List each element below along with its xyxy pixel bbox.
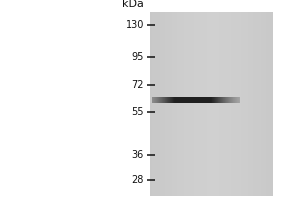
Bar bbox=[234, 12, 236, 196]
Bar bbox=[268, 12, 271, 196]
Bar bbox=[246, 12, 248, 196]
Bar bbox=[172, 12, 175, 196]
Bar bbox=[229, 12, 231, 196]
Bar bbox=[184, 12, 187, 196]
Bar bbox=[214, 12, 216, 196]
Bar bbox=[187, 12, 189, 196]
Bar bbox=[158, 12, 160, 196]
Bar bbox=[192, 12, 194, 196]
Bar bbox=[207, 12, 209, 196]
Bar bbox=[162, 12, 165, 196]
Bar bbox=[224, 12, 226, 196]
Bar bbox=[258, 12, 261, 196]
Text: 55: 55 bbox=[131, 107, 144, 117]
Text: kDa: kDa bbox=[122, 0, 144, 9]
Text: 36: 36 bbox=[132, 150, 144, 160]
Bar bbox=[266, 12, 268, 196]
Bar bbox=[271, 12, 273, 196]
Bar bbox=[221, 12, 224, 196]
Bar bbox=[263, 12, 266, 196]
Text: 72: 72 bbox=[131, 80, 144, 90]
Bar bbox=[197, 12, 199, 196]
Bar bbox=[182, 12, 184, 196]
Bar bbox=[241, 12, 244, 196]
Text: 130: 130 bbox=[126, 20, 144, 30]
Bar bbox=[261, 12, 263, 196]
Bar bbox=[177, 12, 179, 196]
Text: 28: 28 bbox=[132, 175, 144, 185]
Bar bbox=[179, 12, 182, 196]
Bar bbox=[167, 12, 170, 196]
Bar bbox=[155, 12, 158, 196]
Bar bbox=[189, 12, 192, 196]
Bar bbox=[251, 12, 253, 196]
Bar bbox=[253, 12, 256, 196]
Bar bbox=[236, 12, 239, 196]
Bar bbox=[238, 12, 241, 196]
Bar bbox=[226, 12, 229, 196]
Bar bbox=[150, 12, 152, 196]
Bar bbox=[165, 12, 167, 196]
Bar bbox=[150, 12, 273, 196]
Bar bbox=[231, 12, 234, 196]
Bar bbox=[212, 12, 214, 196]
Bar bbox=[194, 12, 197, 196]
Bar bbox=[199, 12, 202, 196]
Bar bbox=[202, 12, 204, 196]
Bar bbox=[160, 12, 162, 196]
Bar bbox=[244, 12, 246, 196]
Bar bbox=[248, 12, 251, 196]
Bar bbox=[170, 12, 172, 196]
Bar bbox=[152, 12, 155, 196]
Bar bbox=[219, 12, 221, 196]
Bar bbox=[256, 12, 258, 196]
Bar bbox=[175, 12, 177, 196]
Text: 95: 95 bbox=[132, 52, 144, 62]
Bar bbox=[209, 12, 212, 196]
Bar bbox=[216, 12, 219, 196]
Bar bbox=[204, 12, 207, 196]
